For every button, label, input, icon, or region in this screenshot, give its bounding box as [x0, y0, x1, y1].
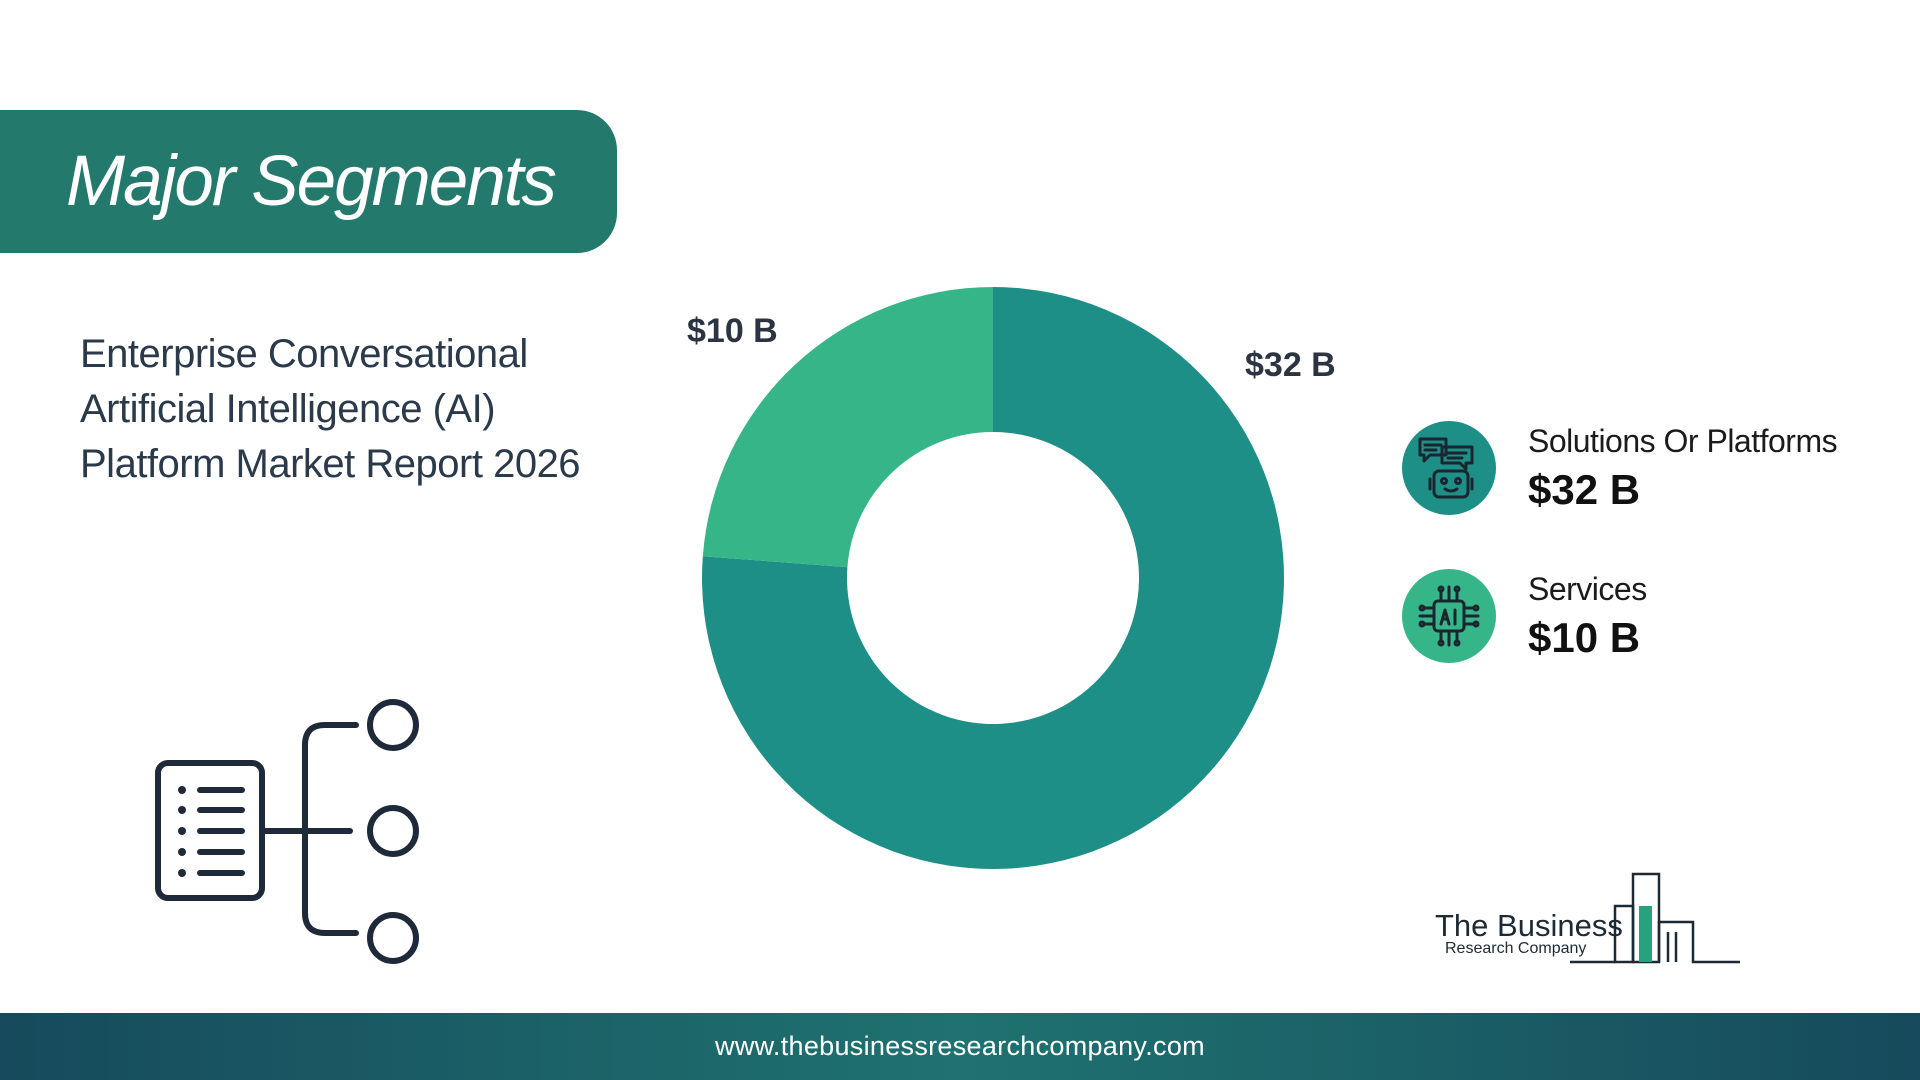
slice-services	[702, 287, 993, 568]
page-title: Major Segments	[66, 142, 557, 221]
title-banner: Major Segments	[0, 110, 617, 253]
report-title: Enterprise Conversational Artificial Int…	[80, 332, 581, 486]
legend-label-services: Services	[1528, 570, 1647, 607]
ai-chip-icon	[1418, 585, 1480, 647]
legend-label-solutions: Solutions Or Platforms	[1528, 422, 1838, 459]
slice-label-solutions: $32 B	[1245, 346, 1336, 384]
slice-label-services: $10 B	[687, 312, 778, 350]
legend-swatch-services	[1402, 569, 1496, 663]
legend-value-services: $10 B	[1528, 613, 1641, 661]
legend-swatch-solutions	[1402, 421, 1496, 515]
footer-url[interactable]: www.thebusinessresearchcompany.com	[715, 1031, 1205, 1061]
logo-buildings-icon	[1570, 872, 1740, 964]
company-logo: The Business Research Company	[1435, 870, 1745, 970]
legend-value-solutions: $32 B	[1528, 465, 1641, 513]
legend-item-services: Services $10 B	[1402, 569, 1647, 663]
donut-chart	[702, 287, 1285, 869]
logo-text-line2: Research Company	[1445, 940, 1587, 957]
logo-text-line1: The Business	[1435, 908, 1623, 943]
footer-bar: www.thebusinessresearchcompany.com	[0, 1013, 1920, 1080]
chatbot-icon	[1418, 437, 1474, 499]
slice-solutions	[702, 287, 1285, 869]
legend-item-solutions: Solutions Or Platforms $32 B	[1402, 421, 1838, 515]
segments-tree-icon	[155, 699, 419, 964]
